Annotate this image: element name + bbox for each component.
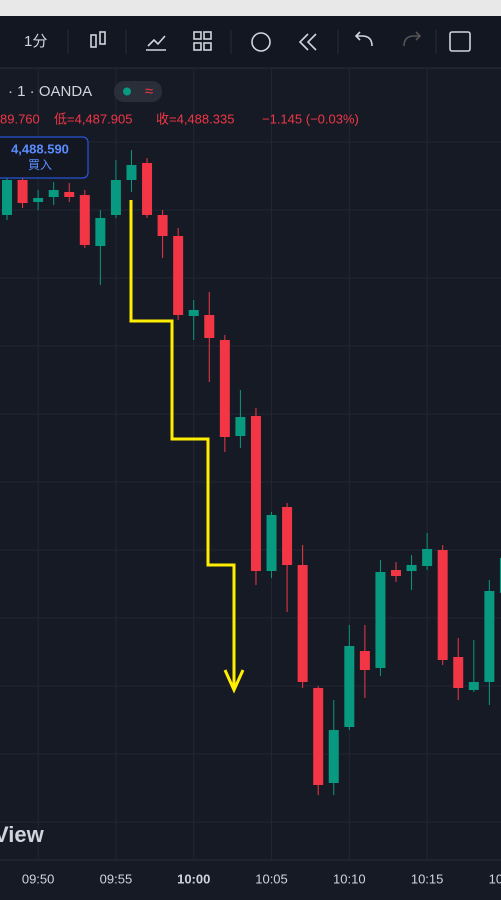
status-badge [114,81,162,102]
ohlc-change: −1.145 (−0.03%) [262,111,359,126]
candle-body [344,646,355,727]
candle-body [313,688,324,785]
candle-body [48,190,59,197]
candle-icon[interactable] [90,34,97,48]
candle-body [468,682,479,690]
candle-body [375,572,386,668]
candle-icon-2 [99,31,106,45]
x-tick-label: 09:55 [100,871,133,886]
candle-body [219,340,230,437]
x-tick-label: 09:50 [22,871,55,886]
undo-icon[interactable] [354,31,373,47]
chart-bg [0,68,501,900]
replay-icon[interactable] [298,33,317,51]
x-tick-label: 10:10 [333,871,366,886]
indicator-icon[interactable] [146,35,166,51]
buy-button[interactable] [0,136,89,179]
layout-icon[interactable] [193,31,202,40]
x-tick-label: 10:05 [255,871,288,886]
layout-icon-4 [203,42,212,51]
candle-body [95,218,106,246]
candle-body [328,730,339,783]
grid [0,68,501,860]
layout-icon-3 [193,42,202,51]
redo-icon[interactable] [403,31,422,47]
candle-body [79,195,90,245]
status-dot [123,87,131,96]
toolbar [0,16,501,68]
candle-body [157,215,168,236]
candle-body [64,192,75,197]
candle-body [33,198,44,202]
candle-body [297,565,308,682]
browser-strip [0,0,501,16]
toolbar-separators [67,30,437,54]
alert-icon[interactable] [251,32,271,52]
candles [2,150,501,795]
watermark: View [0,822,45,847]
badge-text: ≈ [145,83,153,100]
interval-button[interactable]: 1分 [24,33,47,50]
x-tick-label: 10:20 [489,871,501,886]
toolbar-icons [90,31,471,52]
candle-body [406,565,417,571]
x-tick-label: 10:15 [411,871,444,886]
buy-text: 買入 [28,158,52,172]
fullscreen-icon[interactable] [449,31,471,52]
candle-body [204,315,215,338]
candle-body [499,558,501,593]
ohlc-high: 89.760 [0,111,40,126]
candle-body [17,180,28,203]
candle-body [2,180,12,215]
candle-body [173,236,184,315]
symbol-name: · 1 · OANDA [8,83,92,100]
x-tick-label: 10:00 [177,871,210,886]
candle-body [126,165,137,180]
layout-icon-2 [203,31,212,40]
candle-body [422,549,433,566]
candle-body [437,550,448,660]
drawn-arrow [129,200,245,694]
candle-body [250,416,261,571]
candle-body [235,417,246,436]
candle-body [359,651,370,670]
ohlc-low: 低=4,487.905 [54,111,132,126]
candle-body [188,310,199,316]
ohlc-close: 收=4,488.335 [156,111,234,126]
candle-body [142,163,153,215]
candle-body [484,591,495,682]
candle-body [453,657,464,688]
buy-price: 4,488.590 [11,141,69,156]
candle-body [391,570,401,576]
candle-body [282,507,293,565]
candle-body [110,180,121,215]
candle-body [266,515,277,571]
